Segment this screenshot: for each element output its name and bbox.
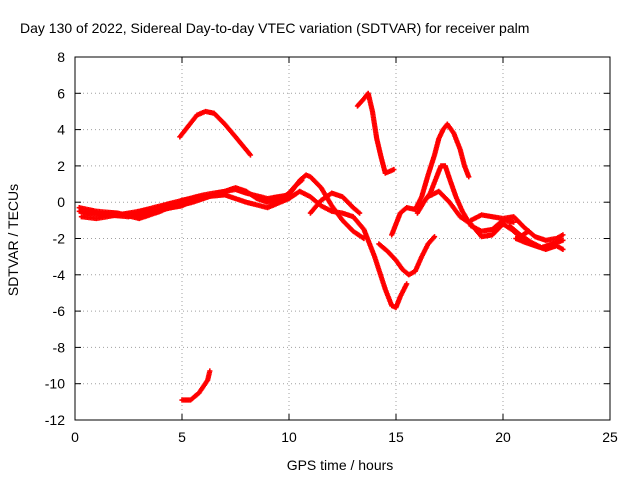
series-arc-8	[307, 190, 363, 216]
y-tick-label: 8	[57, 49, 65, 65]
data-point	[560, 232, 566, 238]
data-point	[391, 166, 397, 173]
series-arc-3	[78, 188, 410, 311]
x-tick-label: 5	[178, 429, 186, 445]
series-arc-9	[376, 234, 438, 278]
data-points	[76, 90, 566, 403]
x-tick-label: 20	[495, 429, 511, 445]
data-point	[357, 210, 363, 216]
y-tick-label: -8	[53, 339, 66, 355]
x-tick-label: 10	[281, 429, 297, 445]
x-tick-labels: 0 5 10 15 20 25	[71, 429, 618, 445]
y-tick-label: 0	[57, 194, 65, 210]
x-tick-label: 0	[71, 429, 79, 445]
y-tick-label: -4	[53, 267, 66, 283]
data-point	[247, 152, 254, 158]
x-tick-label: 15	[388, 429, 404, 445]
y-tick-label: 6	[57, 85, 65, 101]
y-tick-label: -12	[45, 412, 65, 428]
data-point	[511, 219, 517, 225]
y-tick-label: -10	[45, 376, 65, 392]
data-point	[207, 368, 213, 374]
series-arc-5	[177, 108, 254, 158]
series-arc-15	[513, 235, 566, 252]
axis-ticks	[74, 56, 611, 421]
y-axis-label: SDTVAR / TECUs	[5, 184, 21, 296]
series-arc-10	[389, 121, 472, 238]
series-arc-13	[468, 212, 566, 243]
data-point	[560, 246, 566, 252]
y-tick-label: 4	[57, 122, 65, 138]
series-arc-6	[179, 368, 213, 403]
data-point	[466, 174, 472, 180]
chart-title: Day 130 of 2022, Sidereal Day-to-day VTE…	[20, 20, 529, 36]
series-arc-4	[80, 177, 305, 220]
y-tick-label: 2	[57, 158, 65, 174]
y-tick-label: -6	[53, 303, 66, 319]
grid	[75, 57, 610, 420]
data-point	[299, 177, 305, 184]
series-arc-7	[354, 90, 397, 176]
data-point	[560, 237, 566, 243]
y-tick-labels: -12 -10 -8 -6 -4 -2 0 2 4 6 8	[45, 49, 65, 428]
data-point	[431, 234, 438, 240]
data-point	[404, 281, 410, 287]
x-tick-label: 25	[602, 429, 618, 445]
x-axis-label: GPS time / hours	[287, 457, 394, 473]
y-tick-label: -2	[53, 231, 66, 247]
